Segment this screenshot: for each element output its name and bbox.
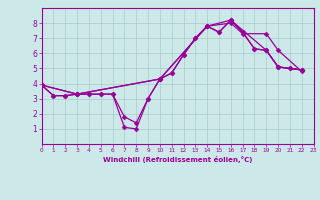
X-axis label: Windchill (Refroidissement éolien,°C): Windchill (Refroidissement éolien,°C) xyxy=(103,156,252,163)
